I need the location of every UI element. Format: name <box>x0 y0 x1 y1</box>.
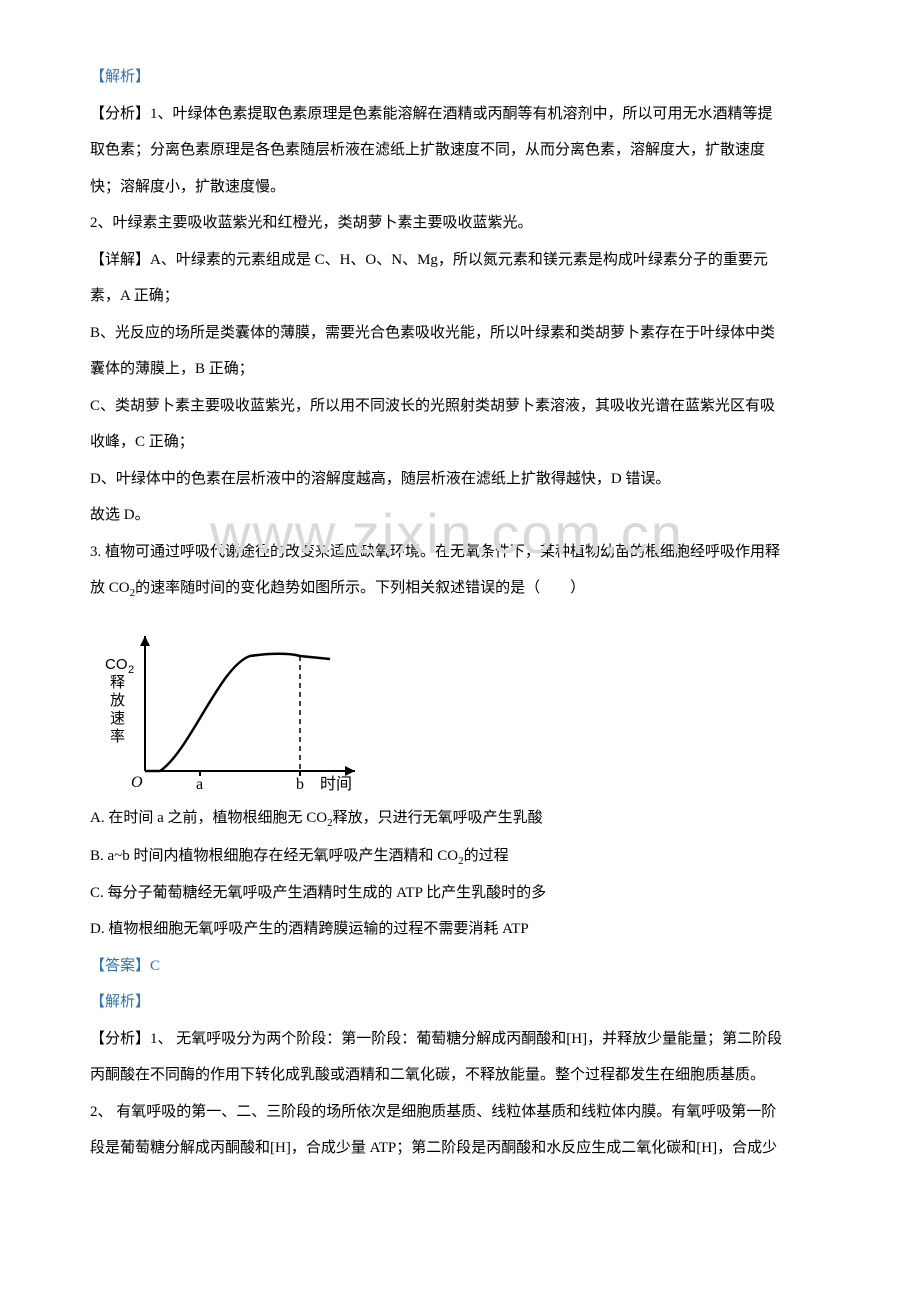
option-d: D. 植物根细胞无氧呼吸产生的酒精跨膜运输的过程不需要消耗 ATP <box>90 912 840 947</box>
option-b: B. a~b 时间内植物根细胞存在经无氧呼吸产生酒精和 CO2的过程 <box>90 839 840 874</box>
text-line: D、叶绿体中的色素在层析液中的溶解度越高，随层析液在滤纸上扩散得越快，D 错误。 <box>90 462 840 497</box>
text-line: 【分析】1、 无氧呼吸分为两个阶段：第一阶段：葡萄糖分解成丙酮酸和[H]，并释放… <box>90 1022 840 1057</box>
text-line: 2、 有氧呼吸的第一、二、三阶段的场所依次是细胞质基质、线粒体基质和线粒体内膜。… <box>90 1095 840 1130</box>
co2-release-chart: Oa b 时间 CO2释放速率 <box>90 621 840 791</box>
text-line: 快；溶解度小，扩散速度慢。 <box>90 170 840 205</box>
svg-text:O: O <box>131 774 143 791</box>
text-line: 【分析】1、叶绿体色素提取色素原理是色素能溶解在酒精或丙酮等有机溶剂中，所以可用… <box>90 97 840 132</box>
text-fragment: A. 在时间 a 之前，植物根细胞无 CO <box>90 810 327 826</box>
text-fragment: 的速率随时间的变化趋势如图所示。下列相关叙述错误的是（ ） <box>135 580 585 596</box>
text-line: 段是葡萄糖分解成丙酮酸和[H]，合成少量 ATP；第二阶段是丙酮酸和水反应生成二… <box>90 1131 840 1166</box>
text-line: C、类胡萝卜素主要吸收蓝紫光，所以用不同波长的光照射类胡萝卜素溶液，其吸收光谱在… <box>90 389 840 424</box>
text-line: 故选 D。 <box>90 498 840 533</box>
svg-text:a: a <box>196 776 203 791</box>
svg-text:时间: 时间 <box>320 775 352 791</box>
text-fragment: 放 CO <box>90 580 130 596</box>
question-3-line1: 3. 植物可通过呼吸代谢途径的改变来适应缺氧环境。在无氧条件下，某种植物幼苗的根… <box>90 535 840 570</box>
svg-text:CO: CO <box>105 656 128 673</box>
text-line: 取色素；分离色素原理是各色素随层析液在滤纸上扩散速度不同，从而分离色素，溶解度大… <box>90 133 840 168</box>
text-line: 【详解】A、叶绿素的元素组成是 C、H、O、N、Mg，所以氮元素和镁元素是构成叶… <box>90 243 840 278</box>
analysis-header-2: 【解析】 <box>90 985 840 1020</box>
text-line: 囊体的薄膜上，B 正确； <box>90 352 840 387</box>
svg-text:速: 速 <box>110 710 125 727</box>
document-content: 【解析】 【分析】1、叶绿体色素提取色素原理是色素能溶解在酒精或丙酮等有机溶剂中… <box>90 60 840 1166</box>
svg-text:放: 放 <box>110 692 125 709</box>
text-fragment: 释放，只进行无氧呼吸产生乳酸 <box>333 810 543 826</box>
svg-text:2: 2 <box>128 664 134 676</box>
text-line: 素，A 正确； <box>90 279 840 314</box>
text-line: 收峰，C 正确； <box>90 425 840 460</box>
answer-line: 【答案】C <box>90 949 840 984</box>
option-c: C. 每分子葡萄糖经无氧呼吸产生酒精时生成的 ATP 比产生乳酸时的多 <box>90 876 840 911</box>
analysis-header-1: 【解析】 <box>90 60 840 95</box>
option-a: A. 在时间 a 之前，植物根细胞无 CO2释放，只进行无氧呼吸产生乳酸 <box>90 801 840 836</box>
svg-text:释: 释 <box>110 674 125 691</box>
text-line: 2、叶绿素主要吸收蓝紫光和红橙光，类胡萝卜素主要吸收蓝紫光。 <box>90 206 840 241</box>
text-line: 丙酮酸在不同酶的作用下转化成乳酸或酒精和二氧化碳，不释放能量。整个过程都发生在细… <box>90 1058 840 1093</box>
svg-text:b: b <box>296 776 304 791</box>
svg-text:率: 率 <box>110 728 125 745</box>
question-3-line2: 放 CO2的速率随时间的变化趋势如图所示。下列相关叙述错误的是（ ） <box>90 571 840 606</box>
text-fragment: B. a~b 时间内植物根细胞存在经无氧呼吸产生酒精和 CO <box>90 848 458 864</box>
chart-svg: Oa b 时间 CO2释放速率 <box>90 621 370 791</box>
text-fragment: 的过程 <box>464 848 509 864</box>
text-line: B、光反应的场所是类囊体的薄膜，需要光合色素吸收光能，所以叶绿素和类胡萝卜素存在… <box>90 316 840 351</box>
